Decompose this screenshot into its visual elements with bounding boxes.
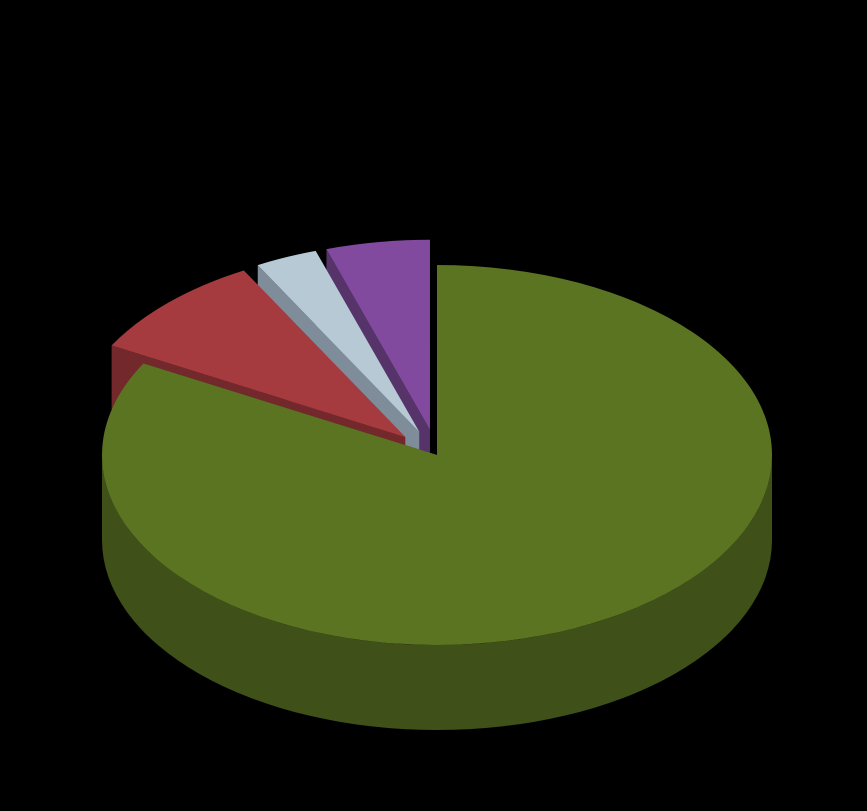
pie-chart-3d [0, 0, 867, 811]
